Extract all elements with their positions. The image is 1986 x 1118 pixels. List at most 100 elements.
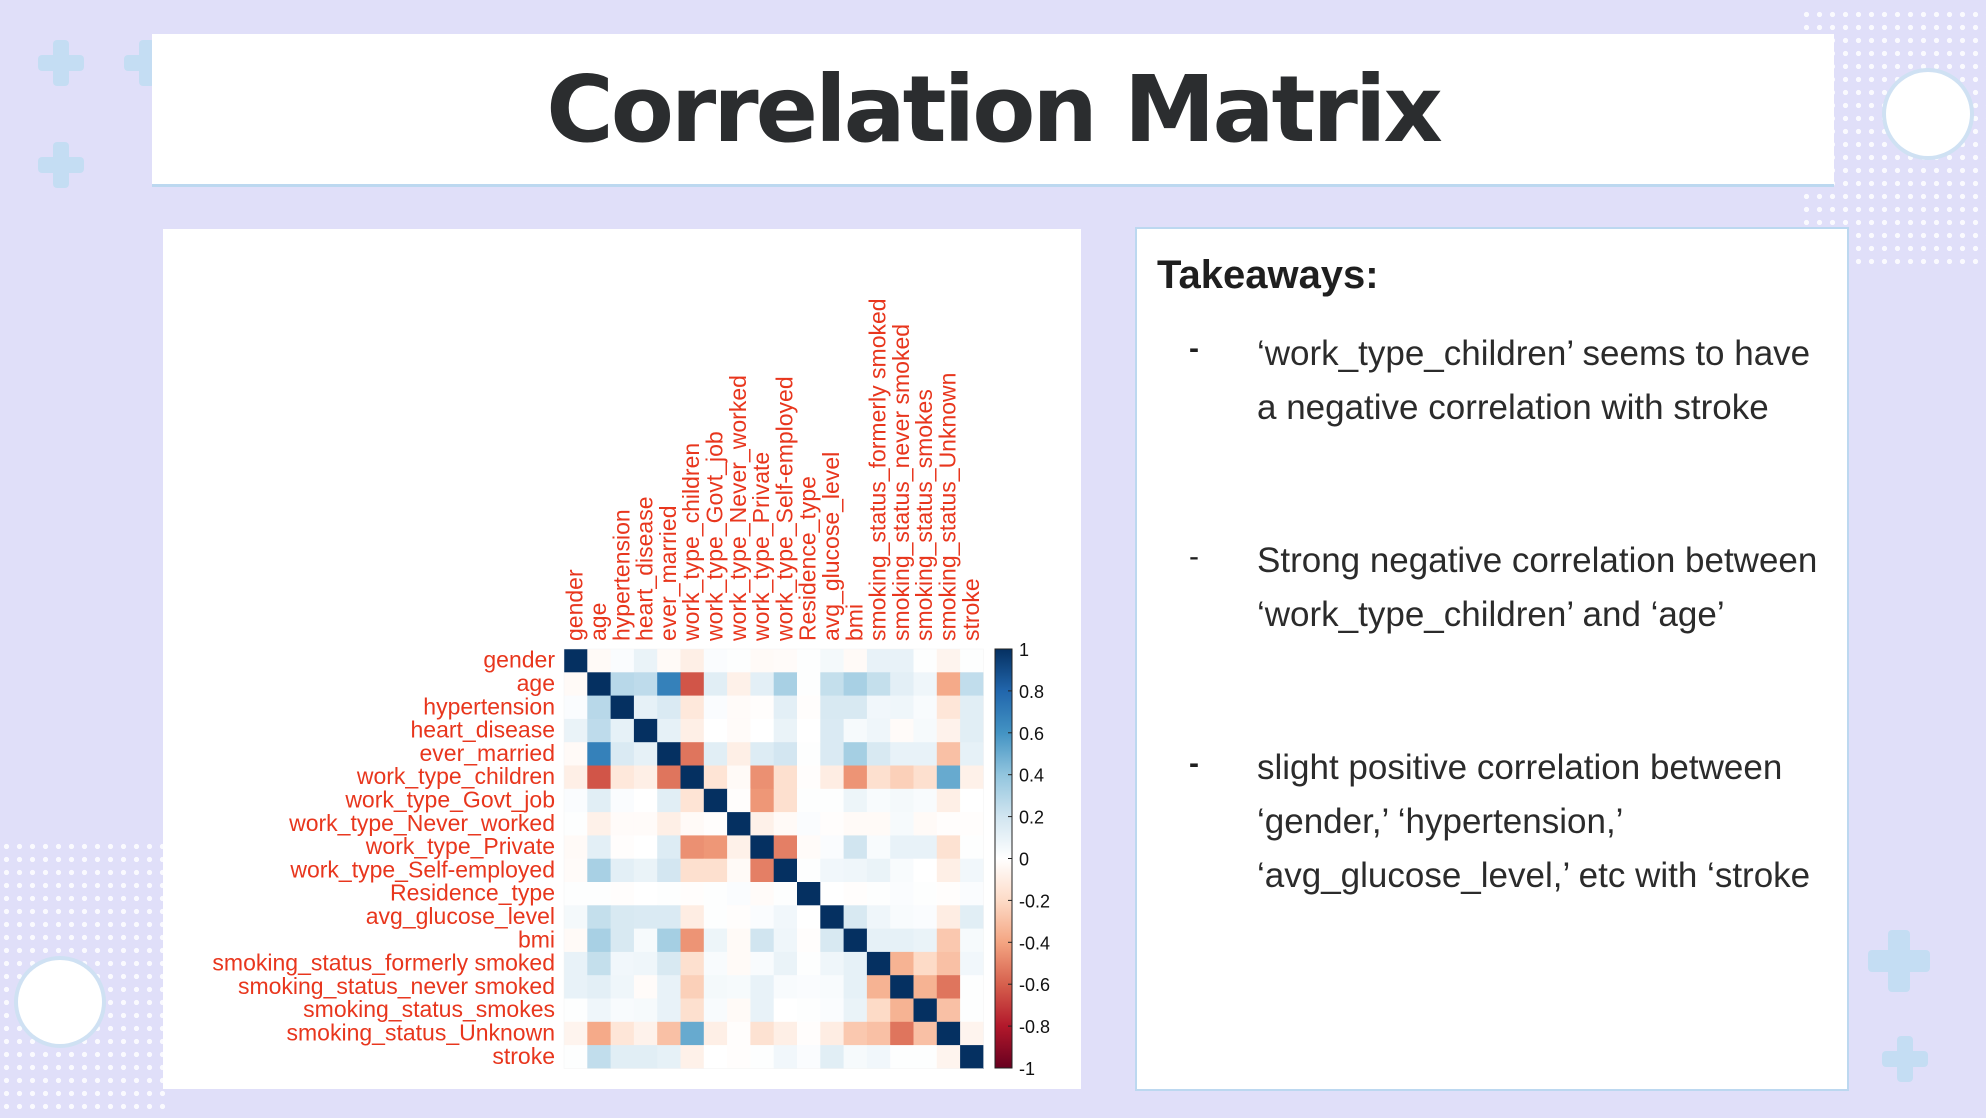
heatmap-cell [587, 1045, 611, 1069]
heatmap-cell [773, 695, 798, 720]
heatmap-cell [866, 951, 891, 976]
colorbar-tick-label: -0.6 [1019, 975, 1050, 995]
heatmap-cell [890, 718, 914, 743]
column-label: hypertension [608, 509, 634, 641]
heatmap-cell [913, 998, 938, 1023]
heatmap-cell [936, 951, 961, 976]
heatmap-cell [633, 951, 658, 976]
heatmap-cell [773, 788, 798, 813]
column-label: work_type_Govt_job [701, 431, 727, 642]
heatmap-cell [564, 835, 588, 860]
heatmap-cell [820, 765, 844, 790]
heatmap-cell [936, 788, 961, 813]
heatmap-cell [960, 905, 984, 929]
heatmap-cell [564, 672, 588, 696]
heatmap-cell [633, 905, 658, 929]
heatmap-cell [843, 765, 868, 790]
heatmap-cell [680, 975, 705, 999]
colorbar-tick-label: 0 [1019, 850, 1029, 870]
heatmap-cell [633, 765, 658, 790]
heatmap-cell [843, 788, 868, 813]
heatmap-cell [750, 1021, 775, 1046]
heatmap-cell [843, 812, 868, 836]
heatmap-cell [913, 835, 938, 860]
heatmap-cell [797, 765, 821, 790]
heatmap-cell [703, 905, 728, 929]
heatmap-cell [657, 1045, 681, 1069]
heatmap-cell [750, 928, 775, 953]
heatmap-cell [750, 882, 775, 906]
column-label: stroke [958, 578, 984, 641]
heatmap-cell [820, 672, 844, 696]
heatmap-cell [936, 858, 961, 883]
heatmap-cell [727, 858, 751, 883]
heatmap-cell [936, 812, 961, 836]
heatmap-cell [727, 951, 751, 976]
heatmap-cell [750, 718, 775, 743]
heatmap-cell [913, 1021, 938, 1046]
heatmap-cell [936, 905, 961, 929]
heatmap-cell [750, 998, 775, 1023]
heatmap-cell [610, 649, 635, 673]
column-label: work_type_Private [748, 452, 774, 642]
heatmap-cell [936, 928, 961, 953]
heatmap-cell [960, 765, 984, 790]
heatmap-cell [750, 649, 775, 673]
column-label: work_type_Never_worked [725, 375, 751, 642]
heatmap-cell [773, 672, 798, 696]
correlation-heatmap: genderagehypertensionheart_diseaseever_m… [212, 298, 1050, 1079]
row-label: age [517, 670, 555, 696]
heatmap-cell [960, 1045, 984, 1069]
heatmap-cell [913, 812, 938, 836]
heatmap-cell [587, 742, 611, 766]
heatmap-cell [866, 1021, 891, 1046]
column-label: work_type_children [678, 443, 704, 642]
heatmap-cell [866, 928, 891, 953]
heatmap-cell [773, 718, 798, 743]
heatmap-cell [587, 718, 611, 743]
heatmap-cell [773, 742, 798, 766]
heatmap-cell [680, 858, 705, 883]
column-label: age [585, 603, 611, 641]
heatmap-cell [750, 835, 775, 860]
heatmap-cell [843, 835, 868, 860]
circle-decoration [1886, 72, 1970, 156]
heatmap-cell [610, 765, 635, 790]
colorbar-tick-label: -1 [1019, 1059, 1035, 1079]
row-label: smoking_status_formerly smoked [212, 950, 555, 976]
heatmap-cell [866, 695, 891, 720]
heatmap-cell [703, 1021, 728, 1046]
row-label: gender [483, 647, 555, 673]
heatmap-cell [866, 788, 891, 813]
heatmap-cell [633, 695, 658, 720]
heatmap-cell [633, 788, 658, 813]
plus-decoration-icon [1882, 1036, 1928, 1082]
heatmap-cell [633, 672, 658, 696]
heatmap-cell [773, 998, 798, 1023]
heatmap-cell [797, 672, 821, 696]
heatmap-cell [657, 812, 681, 836]
colorbar-tick-label: -0.8 [1019, 1017, 1050, 1037]
heatmap-cell [587, 695, 611, 720]
heatmap-cell [773, 975, 798, 999]
heatmap-cell [960, 718, 984, 743]
heatmap-cell [657, 928, 681, 953]
heatmap-cell [750, 858, 775, 883]
heatmap-cell [820, 951, 844, 976]
heatmap-cell [890, 1021, 914, 1046]
heatmap-cell [610, 998, 635, 1023]
row-label: hypertension [423, 693, 555, 719]
heatmap-cell [610, 718, 635, 743]
heatmap-cell [564, 998, 588, 1023]
heatmap-cell [913, 928, 938, 953]
heatmap-cell [657, 905, 681, 929]
plus-decoration-icon [1868, 930, 1930, 992]
heatmap-cell [913, 695, 938, 720]
plus-decoration-icon [38, 142, 84, 188]
heatmap-cell [680, 928, 705, 953]
heatmap-cell [890, 858, 914, 883]
heatmap-cell [890, 672, 914, 696]
heatmap-cell [610, 905, 635, 929]
heatmap-cell [890, 975, 914, 999]
heatmap-cell [820, 835, 844, 860]
